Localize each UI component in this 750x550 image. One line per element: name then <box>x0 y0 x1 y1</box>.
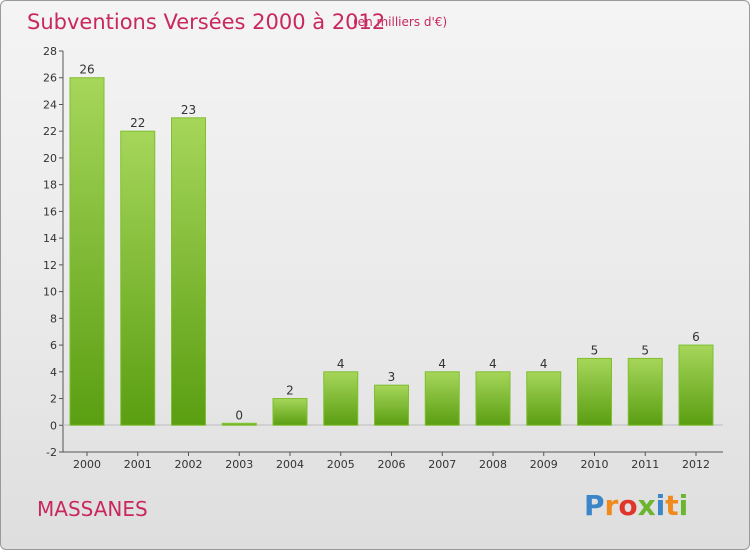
y-tick-label: 14 <box>43 232 57 245</box>
data-label: 5 <box>591 343 599 357</box>
y-tick-label: 4 <box>50 366 57 379</box>
commune-name: MASSANES <box>37 497 148 521</box>
data-label: 6 <box>692 330 700 344</box>
y-tick-label: 20 <box>43 152 57 165</box>
y-tick-label: 22 <box>43 125 57 138</box>
logo-letter: t <box>665 489 679 522</box>
bar-2009 <box>526 371 562 426</box>
x-tick-label: 2000 <box>73 458 101 471</box>
y-tick-label: 18 <box>43 179 57 192</box>
data-label: 3 <box>388 370 396 384</box>
x-tick-label: 2010 <box>581 458 609 471</box>
logo-letter: i <box>655 489 666 522</box>
logo-letter: o <box>618 489 638 522</box>
logo-letter: i <box>678 489 689 522</box>
bar-2011 <box>627 357 663 426</box>
data-label: 0 <box>235 408 243 422</box>
x-tick-label: 2006 <box>378 458 406 471</box>
data-label: 4 <box>489 357 497 371</box>
bar-2007 <box>424 371 460 426</box>
y-tick-label: 26 <box>43 72 57 85</box>
data-label: 4 <box>540 357 548 371</box>
chart-title: Subventions Versées 2000 à 2012 <box>27 10 386 34</box>
data-label: 4 <box>438 357 446 371</box>
y-tick-label: 0 <box>50 419 57 432</box>
x-tick-label: 2005 <box>327 458 355 471</box>
bar-2005 <box>323 371 359 426</box>
x-tick-label: 2001 <box>124 458 152 471</box>
data-label: 23 <box>181 103 196 117</box>
x-tick-label: 2011 <box>631 458 659 471</box>
chart-unit-subtitle: (en milliers d'€) <box>353 15 448 29</box>
y-tick-label: 8 <box>50 312 57 325</box>
bar-2000 <box>69 77 105 426</box>
x-tick-label: 2012 <box>682 458 710 471</box>
bar-2010 <box>577 357 612 426</box>
data-label: 4 <box>337 357 345 371</box>
y-tick-label: 24 <box>43 98 57 111</box>
y-tick-label: 10 <box>43 286 57 299</box>
bar-2012 <box>678 344 714 426</box>
data-label: 22 <box>130 116 145 130</box>
bar-2002 <box>171 117 206 426</box>
x-tick-label: 2008 <box>479 458 507 471</box>
x-tick-label: 2002 <box>175 458 203 471</box>
y-tick-label: 2 <box>50 393 57 406</box>
bar-2006 <box>374 384 409 426</box>
proxiti-logo: Proxiti <box>584 489 688 522</box>
bar-2003 <box>221 422 257 426</box>
y-tick-label: 28 <box>43 45 57 58</box>
logo-letter: x <box>637 489 656 522</box>
data-label: 2 <box>286 384 294 398</box>
x-tick-label: 2004 <box>276 458 304 471</box>
data-label: 5 <box>641 343 649 357</box>
bar-2008 <box>475 371 511 426</box>
data-label: 26 <box>79 63 94 77</box>
y-tick-label: 6 <box>50 339 57 352</box>
logo-letter: r <box>604 489 619 522</box>
x-tick-label: 2003 <box>225 458 253 471</box>
x-tick-label: 2007 <box>428 458 456 471</box>
y-tick-label: 16 <box>43 205 57 218</box>
logo-letter: P <box>584 489 605 522</box>
bar-2004 <box>272 398 308 426</box>
y-tick-label: 12 <box>43 259 57 272</box>
y-tick-label: -2 <box>46 446 57 459</box>
bar-2001 <box>120 130 156 426</box>
x-tick-label: 2009 <box>530 458 558 471</box>
